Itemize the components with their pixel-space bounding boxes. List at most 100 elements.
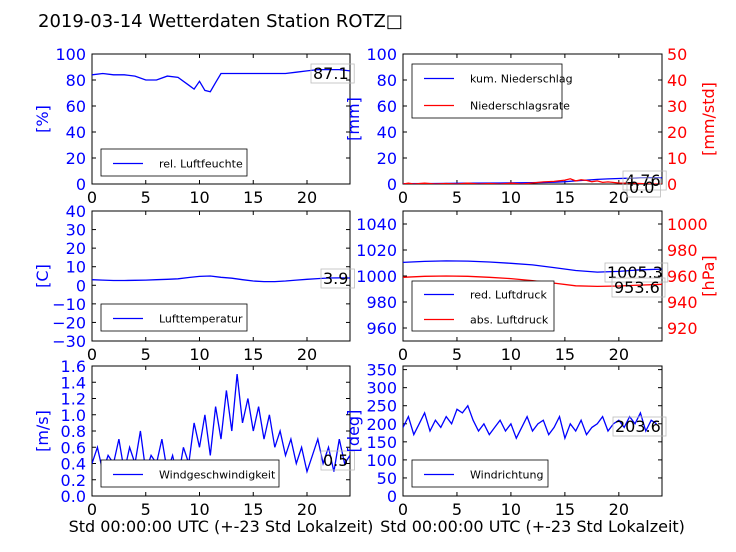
x-tick-label: 5 — [452, 188, 462, 207]
value-annotation-box — [320, 450, 355, 471]
y-tick-label: 300 — [366, 379, 397, 398]
y2-tick-label: 40 — [667, 71, 687, 90]
x-tick-label: 15 — [555, 345, 575, 364]
value-annotation: 0.5 — [323, 451, 348, 470]
legend-box — [411, 280, 555, 332]
y2-tick-label: 30 — [667, 97, 687, 116]
x-tick-label: 5 — [452, 345, 462, 364]
y2-tick-label: 10 — [667, 149, 687, 168]
y-tick-label: 20 — [66, 239, 86, 258]
value-annotation-box — [612, 416, 667, 437]
chart-precipitation: 0 5 10 15 20 0 20 40 60 80 100 0 10 20 30 40 50 [mm] [mm/s… — [344, 45, 718, 207]
y2-axis-label: [hPa] — [699, 255, 718, 296]
x-tick-label: 15 — [555, 188, 575, 207]
legend-label: Niederschlagsrate — [470, 100, 570, 113]
y-tick-label: 0.4 — [61, 455, 86, 474]
legend-label: Lufttemperatur — [159, 313, 243, 326]
x-tick-label: 15 — [243, 500, 263, 519]
x-tick-label: 5 — [452, 500, 462, 519]
y-tick-label: 200 — [366, 415, 397, 434]
y-tick-label: 980 — [366, 293, 397, 312]
y-tick-label: 250 — [366, 397, 397, 416]
y-tick-label: 100 — [366, 451, 397, 470]
series-line-lufttemperatur — [92, 275, 350, 283]
value-annotation: 4.76 — [625, 171, 661, 190]
y-tick-label: 1.2 — [61, 390, 86, 409]
y-tick-label: 50 — [377, 469, 397, 488]
x-tick-label: 15 — [243, 188, 263, 207]
value-annotation-box — [320, 268, 355, 289]
legend-label: Windrichtung — [470, 469, 543, 482]
chart-pressure: 0 5 10 15 2096098010001020104092094096098010… — [356, 210, 718, 364]
value-annotation: 3.9 — [323, 269, 348, 288]
y-tick-label: −10 — [52, 295, 86, 314]
x-tick-label: 5 — [141, 500, 151, 519]
y-tick-label: 1.0 — [61, 406, 86, 425]
x-tick-label: 15 — [555, 500, 575, 519]
legend: rel. Luftfeuchte — [100, 148, 248, 177]
y-axis-label: [mm] — [344, 97, 363, 141]
x-tick-label: 10 — [189, 500, 209, 519]
x-tick-label: 10 — [501, 188, 521, 207]
legend-label: red. Luftdruck — [470, 289, 547, 302]
value-annotation-box — [611, 277, 666, 298]
page-title: 2019-03-14 Wetterdaten Station ROTZ□ — [38, 11, 403, 32]
chart-temperature: 0 5 10 15 20−30−20−10010203040[C]Lufttempera… — [33, 202, 355, 364]
value-annotation: 953.6 — [614, 278, 660, 297]
x-tick-label: 5 — [141, 345, 151, 364]
series-line-niederschlagsrate — [403, 178, 662, 184]
x-tick-label: 20 — [297, 188, 317, 207]
y-tick-label: 1040 — [356, 215, 397, 234]
value-annotation-box — [622, 170, 667, 191]
x-tick-label: 20 — [297, 500, 317, 519]
x-tick-label: 0 — [398, 188, 408, 207]
y-tick-label: 0.2 — [61, 471, 86, 490]
value-annotation-box — [626, 177, 661, 198]
y-tick-label: 960 — [366, 319, 397, 338]
y-axis-label: [deg] — [344, 410, 363, 453]
legend-box — [411, 459, 549, 488]
legend-box — [100, 303, 248, 332]
x-tick-label: 20 — [609, 345, 629, 364]
y-tick-label: 10 — [66, 258, 86, 277]
series-line-red-luftdruck — [403, 260, 662, 273]
y-tick-label: 0.8 — [61, 422, 86, 441]
y-tick-label: 80 — [377, 71, 397, 90]
y-tick-label: 60 — [66, 97, 86, 116]
y-tick-label: 30 — [66, 221, 86, 240]
y-tick-label: 40 — [377, 123, 397, 142]
legend-box — [100, 459, 280, 488]
legend-label: kum. Niederschlag — [470, 73, 573, 86]
x-tick-label: 20 — [609, 188, 629, 207]
y-tick-label: 0.6 — [61, 438, 86, 457]
y2-tick-label: 960 — [667, 267, 698, 286]
series-line-windrichtung — [403, 404, 657, 441]
x-tick-label: 0 — [87, 345, 97, 364]
y-tick-label: 150 — [366, 433, 397, 452]
legend: Windrichtung — [411, 459, 549, 488]
y2-tick-label: 0 — [667, 175, 677, 194]
x-axis-label: Std 00:00:00 UTC (+-23 Std Lokalzeit) — [69, 517, 374, 536]
chart-humidity: 0 5 10 15 20 0 20 40 60 80 100 [%] rel. Luftfeuchte 8… — [33, 45, 355, 207]
x-tick-label: 5 — [141, 188, 151, 207]
y-tick-label: 100 — [55, 45, 86, 64]
x-axis-label: Std 00:00:00 UTC (+-23 Std Lokalzeit) — [380, 517, 685, 536]
y-tick-label: −30 — [52, 332, 86, 351]
x-tick-label: 20 — [609, 500, 629, 519]
value-annotation: 0.0 — [629, 178, 654, 197]
y-tick-label: 20 — [66, 149, 86, 168]
legend: Lufttemperatur — [100, 303, 248, 332]
chart-windspeed: 0 5 10 15 20 0.00.20.40.60.81.01.21.41.6 [m/s]… — [33, 357, 373, 536]
y-tick-label: 20 — [377, 149, 397, 168]
x-tick-label: 10 — [189, 188, 209, 207]
x-tick-label: 0 — [87, 188, 97, 207]
y-tick-label: 100 — [366, 45, 397, 64]
y2-tick-label: 920 — [667, 319, 698, 338]
y-tick-label: 80 — [66, 71, 86, 90]
y-tick-label: 1000 — [356, 267, 397, 286]
legend-box — [100, 148, 248, 177]
y2-tick-label: 940 — [667, 293, 698, 312]
value-annotation-box — [604, 262, 669, 283]
legend-label: rel. Luftfeuchte — [159, 158, 243, 171]
